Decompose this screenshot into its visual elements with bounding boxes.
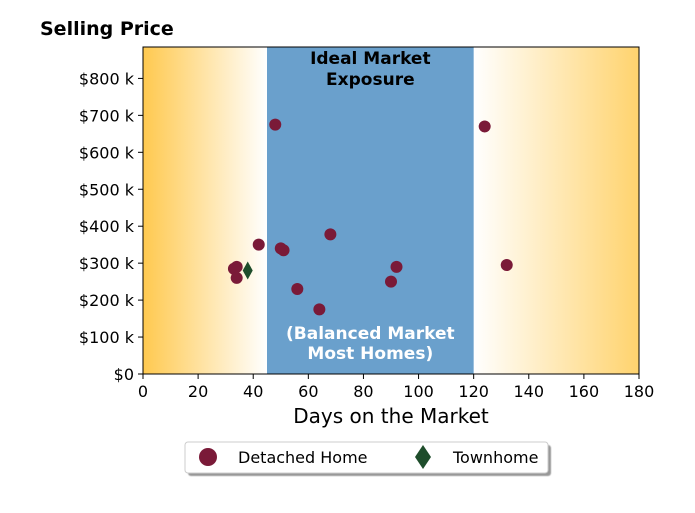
ideal-zone-title-line: Ideal Market <box>310 49 431 69</box>
y-tick-label: $600 k <box>79 143 135 162</box>
x-tick-label: 40 <box>243 382 263 401</box>
legend: Detached Home Townhome <box>184 441 549 474</box>
y-tick-label: $500 k <box>79 180 135 199</box>
detached-home-point <box>277 244 290 257</box>
y-tick-label: $200 k <box>79 291 135 310</box>
ideal-zone-caption-line: Most Homes) <box>307 344 433 364</box>
left-gradient-zone <box>143 47 267 374</box>
y-tick-label: $100 k <box>79 328 135 347</box>
y-axis: $0 $100 k $200 k $300 k $400 k $500 k $600 k $7… <box>79 69 143 384</box>
x-tick-label: 20 <box>188 382 208 401</box>
legend-label-detached-home: Detached Home <box>238 448 368 467</box>
market-zones <box>143 47 639 374</box>
detached-home-legend-marker <box>199 448 217 466</box>
ideal-exposure-zone <box>267 47 474 374</box>
y-tick-label: $800 k <box>79 69 135 88</box>
right-gradient-zone <box>473 47 639 374</box>
y-tick-label: $0 <box>114 365 134 384</box>
ideal-zone-title-line: Exposure <box>326 70 415 90</box>
x-axis: 0 20 40 60 80 100 120 140 160 180 <box>138 374 654 401</box>
detached-home-point <box>385 275 397 288</box>
data-points <box>227 118 513 316</box>
detached-home-point <box>230 260 243 273</box>
x-axis-title: Days on the Market <box>293 404 489 428</box>
detached-home-point <box>252 238 265 251</box>
y-axis-title: Selling Price <box>40 18 174 40</box>
ideal-zone-caption-line: (Balanced Market <box>286 324 455 344</box>
x-tick-label: 140 <box>514 382 545 401</box>
y-tick-label: $700 k <box>79 106 135 125</box>
detached-home-point <box>269 118 282 131</box>
legend-box <box>184 441 549 474</box>
townhome-legend-marker <box>415 445 431 469</box>
y-tick-label: $300 k <box>79 254 135 273</box>
detached-home-point <box>478 120 491 133</box>
townhome-point <box>242 261 253 280</box>
detached-home-point <box>291 283 304 296</box>
detached-home-point <box>390 260 403 273</box>
legend-label-townhome: Townhome <box>452 448 538 467</box>
detached-home-point <box>500 259 513 271</box>
x-tick-label: 100 <box>403 382 434 401</box>
detached-home-point <box>230 271 243 284</box>
y-tick-label: $400 k <box>79 217 135 236</box>
x-tick-label: 180 <box>624 382 655 401</box>
x-tick-label: 120 <box>458 382 489 401</box>
x-tick-label: 60 <box>298 382 318 401</box>
plot-frame <box>142 46 640 375</box>
x-tick-label: 0 <box>138 382 148 401</box>
detached-home-point <box>324 228 337 241</box>
x-tick-label: 160 <box>569 382 600 401</box>
x-tick-label: 80 <box>353 382 373 401</box>
detached-home-point <box>313 303 326 316</box>
